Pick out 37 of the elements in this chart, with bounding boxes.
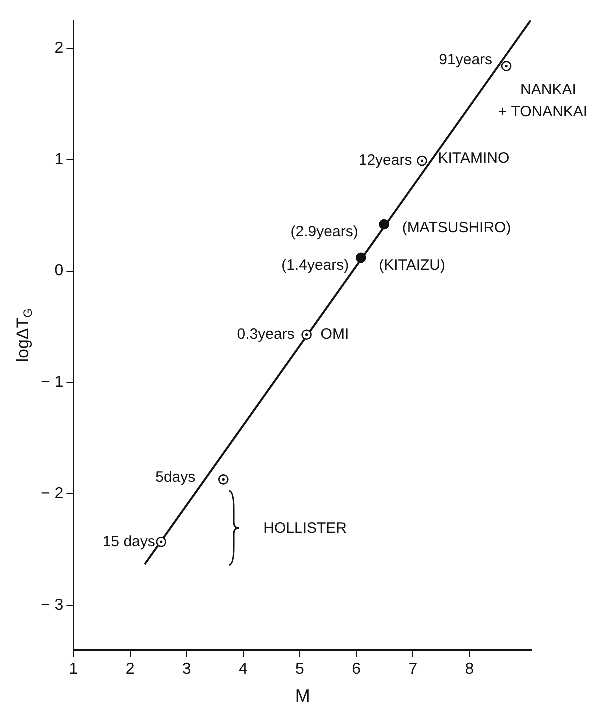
y-tick-label: − 3 (41, 597, 64, 614)
x-tick-label: 5 (296, 661, 305, 678)
y-tick-label: − 1 (41, 374, 64, 392)
annotation: 15 days (102, 533, 156, 550)
point (302, 330, 312, 340)
annotation: NANKAI (520, 81, 576, 98)
annotation: + TONANKAI (498, 103, 588, 120)
annotation: 0.3years (237, 326, 295, 343)
y-tick-label: 0 (54, 262, 64, 280)
x-axis-title: M (295, 686, 310, 706)
point (218, 474, 229, 485)
annotation: (MATSUSHIRO) (402, 220, 512, 237)
annotation: 91years (439, 51, 493, 68)
annotation: (2.9years) (290, 224, 358, 241)
annotation: KITAMINO (438, 150, 510, 168)
annotation: (1.4years) (282, 257, 350, 274)
annotation: OMI (320, 326, 350, 343)
x-tick-label: 7 (408, 661, 418, 678)
y-axis-title: logΔTG (13, 308, 35, 362)
annotation: (KITAIZU) (379, 257, 446, 274)
point (379, 219, 390, 230)
point (417, 156, 428, 166)
point (501, 61, 512, 72)
x-tick-label: 8 (465, 661, 474, 678)
point (356, 252, 366, 264)
y-tick-label: 1 (54, 151, 64, 168)
x-tick-label: 4 (238, 661, 248, 678)
x-tick-label: 3 (182, 661, 192, 678)
x-tick-label: 1 (69, 661, 78, 678)
x-tick-label: 2 (126, 661, 135, 678)
annotation: 12years (358, 152, 412, 170)
x-tick-label: 6 (352, 661, 362, 678)
point (156, 536, 167, 548)
y-tick-label: 2 (54, 40, 64, 57)
annotation: HOLLISTER (264, 520, 348, 538)
annotation: 5days (156, 468, 196, 486)
y-tick-label: − 2 (41, 486, 64, 503)
